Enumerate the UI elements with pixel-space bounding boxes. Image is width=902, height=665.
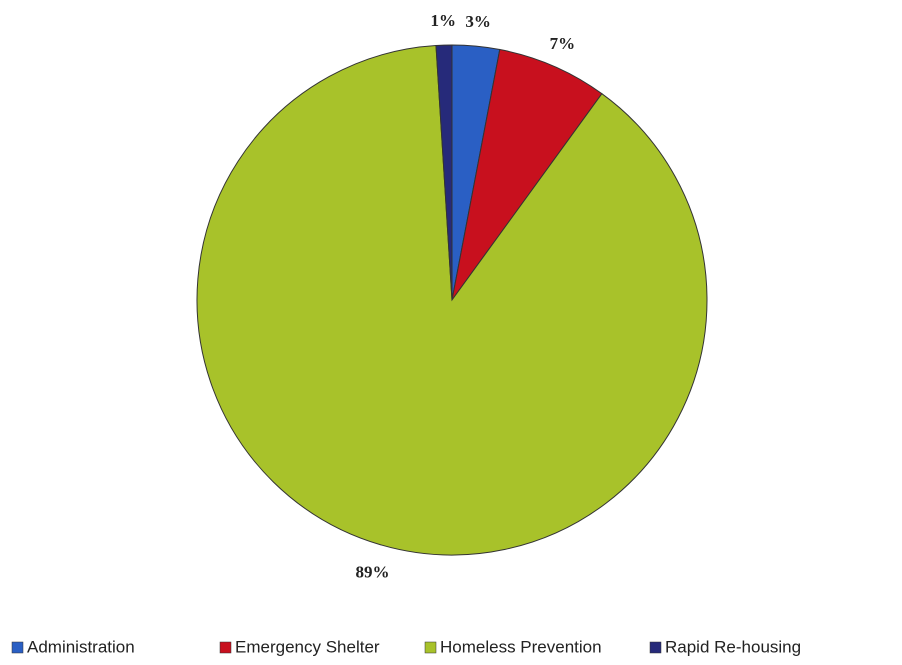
legend-swatch [219,641,232,654]
legend-swatch [424,641,437,654]
pie-slice [196,44,708,556]
legend-swatch [11,641,24,654]
pie-slice [451,48,603,301]
value-label: 89% [355,563,389,582]
pie-slice [435,44,453,301]
legend-label: Homeless Prevention [440,637,602,656]
legend-swatch [649,641,662,654]
legend-label: Emergency Shelter [235,637,380,656]
legend-label: Rapid Re-housing [665,637,801,656]
legend-label: Administration [27,637,135,656]
value-label: 7% [550,34,576,53]
value-label: 3% [465,12,491,31]
value-label: 1% [431,11,457,30]
